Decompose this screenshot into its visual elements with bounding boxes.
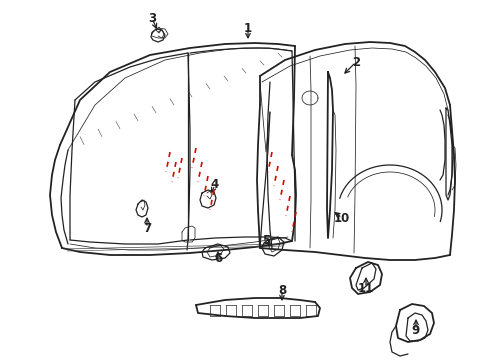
Text: 5: 5 bbox=[262, 234, 269, 247]
Text: 10: 10 bbox=[333, 211, 349, 225]
Text: 7: 7 bbox=[142, 221, 151, 234]
Text: 9: 9 bbox=[411, 324, 419, 337]
Text: 3: 3 bbox=[148, 12, 156, 24]
Text: 11: 11 bbox=[357, 282, 373, 294]
Text: 1: 1 bbox=[244, 22, 251, 35]
Text: 2: 2 bbox=[351, 55, 359, 68]
Text: 4: 4 bbox=[210, 179, 219, 192]
Text: 8: 8 bbox=[277, 284, 285, 297]
Text: 6: 6 bbox=[213, 252, 222, 265]
